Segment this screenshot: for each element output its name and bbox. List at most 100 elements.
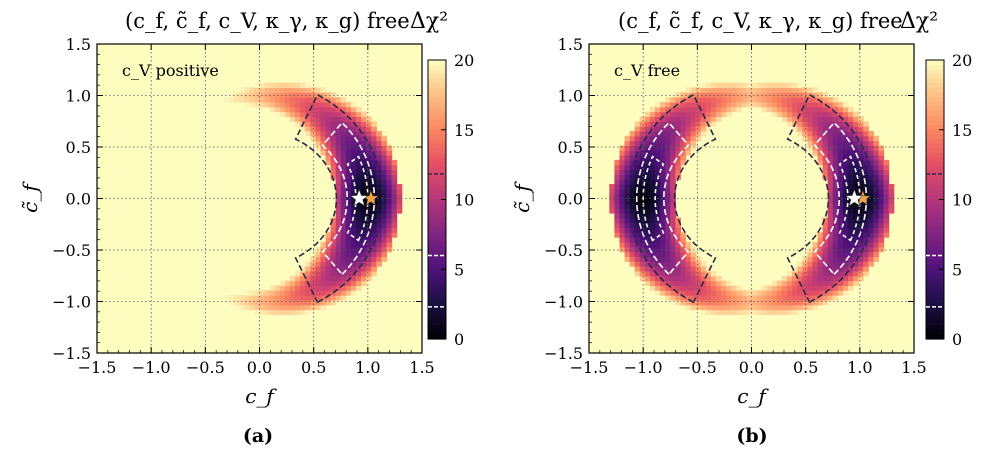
heatmap-cell — [371, 184, 377, 190]
heatmap-cell — [776, 285, 783, 291]
heatmap-cell — [741, 304, 748, 311]
heatmap-cell — [644, 188, 651, 195]
heatmap-cell — [614, 184, 621, 190]
heatmap-cell — [300, 280, 306, 287]
heatmap-cell — [289, 92, 296, 98]
heatmap-cell — [731, 82, 737, 89]
heatmap-cell — [690, 266, 697, 272]
heatmap-cell — [310, 130, 316, 137]
heatmap-cell — [690, 130, 697, 137]
heatmap-cell — [320, 126, 327, 132]
heatmap-cell — [639, 227, 646, 233]
heatmap-cell — [355, 145, 362, 151]
heatmap-cell — [771, 82, 778, 89]
heatmap-cell — [883, 164, 890, 171]
heatmap-cell — [284, 106, 291, 113]
colorbar-segment — [428, 73, 446, 80]
heatmap-cell — [695, 126, 702, 132]
heatmap-cell — [868, 227, 874, 233]
heatmap-cell — [639, 222, 646, 229]
heatmap-cell — [345, 174, 352, 180]
heatmap-cell — [685, 295, 692, 301]
heatmap-cell — [376, 184, 382, 190]
heatmap-cell — [863, 227, 869, 233]
heatmap-cell — [827, 261, 834, 267]
heatmap-cell — [715, 97, 722, 103]
heatmap-cell — [827, 184, 834, 190]
heatmap-cell — [396, 184, 403, 190]
heatmap-cell — [665, 184, 671, 190]
heatmap-cell — [695, 130, 702, 137]
heatmap-cell — [837, 106, 844, 113]
heatmap-cell — [381, 140, 388, 146]
heatmap-cell — [736, 87, 742, 93]
heatmap-cell — [761, 87, 768, 93]
heatmap-cell — [310, 126, 316, 132]
heatmap-cell — [710, 101, 717, 108]
heatmap-cell — [284, 304, 291, 311]
heatmap-cell — [355, 159, 362, 166]
heatmap-cell — [660, 188, 666, 195]
heatmap-cell — [858, 256, 864, 262]
heatmap-cell — [873, 140, 880, 146]
heatmap-cell — [619, 193, 626, 200]
heatmap-cell — [670, 121, 676, 127]
heatmap-cell — [817, 285, 824, 291]
heatmap-cell — [731, 106, 737, 113]
contour-inner — [346, 155, 369, 242]
heatmap-cell — [731, 97, 737, 103]
heatmap-cell — [812, 87, 819, 93]
heatmap-cell — [700, 285, 707, 291]
heatmap-cell — [289, 304, 296, 311]
heatmap-cell — [807, 290, 814, 296]
heatmap-cell — [873, 222, 880, 229]
colorbar-segment — [428, 264, 446, 270]
heatmap-cell — [335, 246, 342, 253]
heatmap-cell — [660, 275, 666, 282]
heatmap-cell — [736, 106, 742, 113]
heatmap-cell — [670, 275, 676, 282]
heatmap-cell — [690, 261, 697, 267]
heatmap-cell — [300, 101, 306, 108]
heatmap-cell — [655, 266, 661, 272]
heatmap-cell — [827, 135, 834, 142]
heatmap-cell — [842, 101, 849, 108]
colorbar-segment — [926, 264, 944, 270]
heatmap-cell — [386, 237, 393, 243]
heatmap-cell — [670, 212, 676, 219]
heatmap-cell — [792, 111, 798, 118]
heatmap-cell — [781, 106, 788, 113]
heatmap-cell — [842, 208, 849, 214]
heatmap-cell — [827, 106, 834, 113]
heatmap-cell — [797, 92, 803, 98]
heatmap-cell — [345, 246, 352, 253]
heatmap-cell — [655, 111, 661, 118]
colorbar-segment — [428, 232, 446, 238]
heatmap-cell — [822, 280, 829, 287]
heatmap-cell — [695, 135, 702, 142]
colorbar-segment — [428, 222, 446, 228]
heatmap-cell — [279, 87, 286, 93]
y-tick-label: 0.0 — [558, 190, 583, 209]
colorbar-tick-label: 10 — [952, 191, 972, 210]
heatmap-cell — [386, 232, 393, 238]
heatmap-cell — [371, 237, 377, 243]
heatmap-cell — [665, 237, 671, 243]
heatmap-cell — [325, 126, 332, 132]
heatmap-cell — [345, 130, 352, 137]
heatmap-cell — [274, 97, 281, 103]
heatmap-cell — [660, 266, 666, 272]
heatmap-cell — [837, 140, 844, 146]
heatmap-cell — [680, 261, 687, 267]
x-tick-label: −0.5 — [186, 358, 225, 377]
heatmap-cell — [371, 256, 377, 262]
heatmap-cell — [386, 169, 393, 175]
heatmap-cell — [690, 285, 697, 291]
heatmap-cell — [670, 198, 676, 204]
heatmap-cell — [858, 261, 864, 267]
heatmap-cell — [320, 275, 327, 282]
heatmap-cell — [269, 285, 276, 291]
heatmap-cell — [847, 227, 854, 233]
heatmap-cell — [366, 266, 372, 272]
